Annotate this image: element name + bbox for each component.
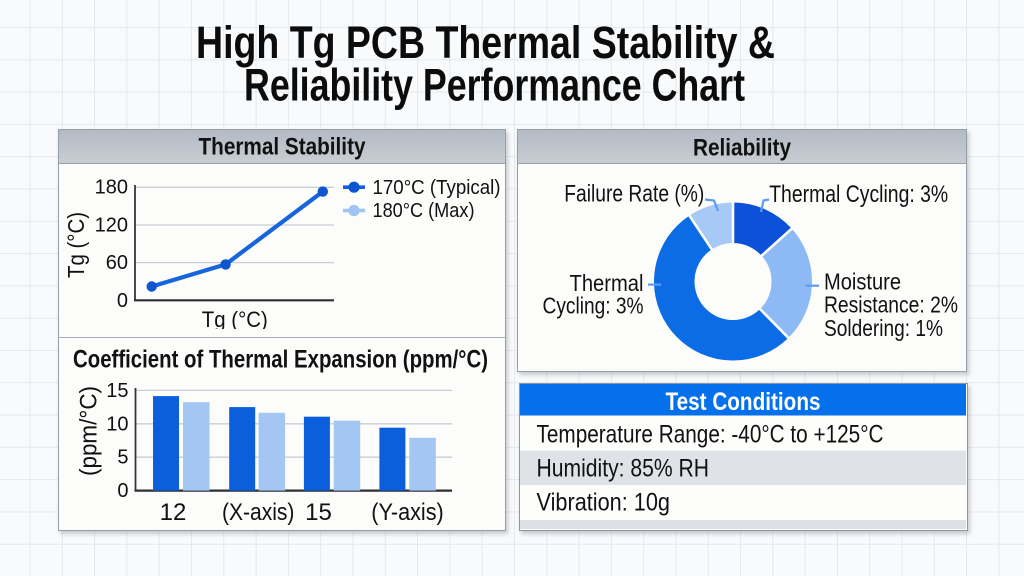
svg-text:5: 5: [117, 446, 128, 468]
svg-text:10: 10: [106, 413, 128, 435]
svg-text:0: 0: [117, 480, 128, 502]
svg-text:Thermal Cycling: 3%: Thermal Cycling: 3%: [769, 181, 948, 208]
svg-text:Tg (°C): Tg (°C): [201, 307, 267, 329]
svg-text:Moisture: Moisture: [824, 269, 901, 295]
svg-text:(Y-axis): (Y-axis): [371, 499, 444, 526]
svg-text:60: 60: [105, 252, 127, 274]
svg-text:Tg (°C): Tg (°C): [62, 212, 88, 278]
svg-text:Thermal Stability: Thermal Stability: [198, 133, 366, 160]
svg-text:Humidity: 85% RH: Humidity: 85% RH: [536, 454, 709, 482]
svg-text:Coefficient of Thermal Expansi: Coefficient of Thermal Expansion (ppm/°C…: [73, 345, 488, 373]
svg-text:Cycling: 3%: Cycling: 3%: [543, 292, 644, 318]
svg-text:Thermal: Thermal: [570, 270, 644, 296]
svg-text:120: 120: [94, 214, 127, 236]
svg-text:Reliability: Reliability: [693, 135, 792, 162]
svg-text:15: 15: [305, 499, 332, 526]
svg-text:180: 180: [94, 176, 127, 198]
svg-text:15: 15: [106, 380, 128, 402]
svg-text:12: 12: [159, 499, 186, 526]
svg-text:Soldering: 1%: Soldering: 1%: [824, 315, 943, 341]
svg-text:(X-axis): (X-axis): [221, 499, 294, 526]
svg-text:Failure Rate (%): Failure Rate (%): [564, 181, 704, 208]
svg-text:170°C (Typical): 170°C (Typical): [372, 176, 500, 198]
svg-text:Test Conditions: Test Conditions: [665, 388, 820, 416]
svg-text:Resistance: 2%: Resistance: 2%: [824, 292, 958, 318]
svg-text:180°C (Max): 180°C (Max): [372, 200, 474, 222]
svg-text:Temperature Range: -40°C to +1: Temperature Range: -40°C to +125°C: [536, 420, 883, 448]
svg-text:(ppm/°C): (ppm/°C): [75, 386, 102, 476]
svg-text:Reliability Performance Chart: Reliability Performance Chart: [244, 60, 745, 111]
svg-text:0: 0: [116, 289, 127, 311]
svg-text:Vibration: 10g: Vibration: 10g: [536, 488, 670, 516]
svg-text:High Tg PCB Thermal Stability: High Tg PCB Thermal Stability &: [196, 17, 775, 68]
